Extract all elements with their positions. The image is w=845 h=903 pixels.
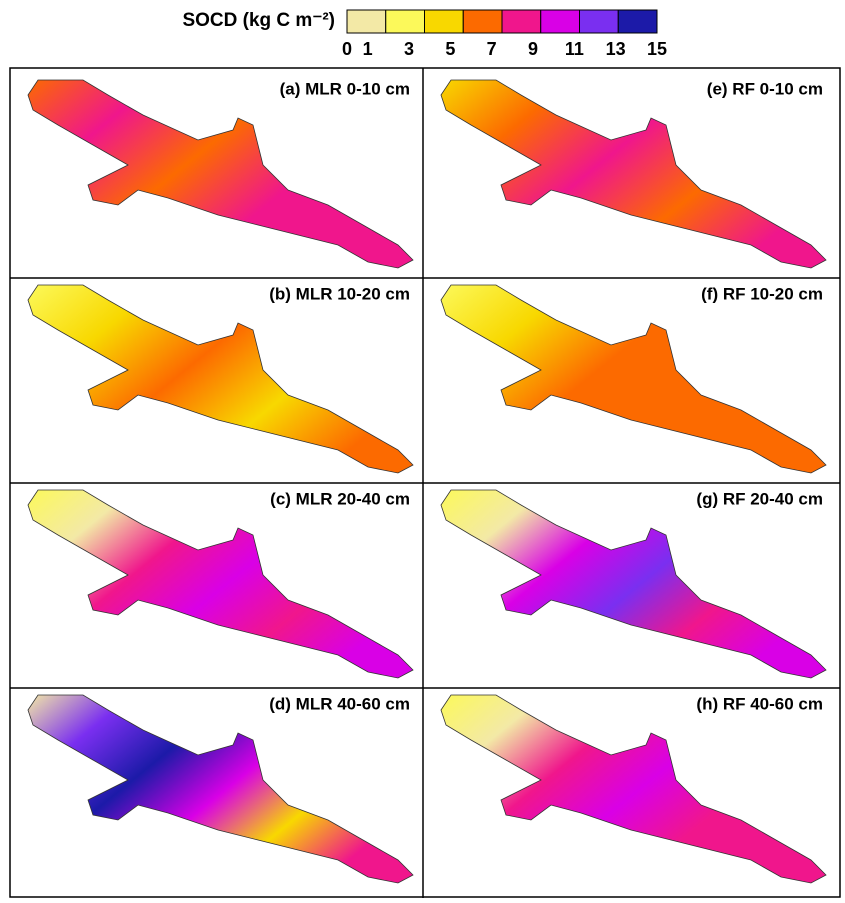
panel-label: (e) RF 0-10 cm xyxy=(707,79,823,98)
basin-map xyxy=(27,284,414,474)
colorbar-tick-label: 3 xyxy=(404,39,414,59)
colorbar-segment xyxy=(501,9,542,34)
colorbar-tick-label: 9 xyxy=(528,39,538,59)
map-panel: (a) MLR 0-10 cm xyxy=(27,79,414,269)
basin-map xyxy=(440,284,827,474)
map-panel: (h) RF 40-60 cm xyxy=(440,694,827,884)
colorbar-tick-label: 13 xyxy=(606,39,626,59)
colorbar-segment xyxy=(540,9,580,34)
colorbar-segment xyxy=(579,9,619,34)
basin-map xyxy=(27,489,414,679)
map-panel: (d) MLR 40-60 cm xyxy=(27,694,414,884)
panel-label: (f) RF 10-20 cm xyxy=(701,284,823,303)
colorbar-segment xyxy=(617,9,658,34)
panel-label: (b) MLR 10-20 cm xyxy=(269,284,410,303)
basin-map xyxy=(440,79,827,269)
panel-label: (d) MLR 40-60 cm xyxy=(269,694,410,713)
colorbar-tick-label: 11 xyxy=(565,39,584,59)
legend-title: SOCD (kg C m⁻²) xyxy=(182,10,335,31)
basin-map xyxy=(27,79,414,269)
colorbar-tick-label: 5 xyxy=(445,39,455,59)
panel-label: (a) MLR 0-10 cm xyxy=(280,79,410,98)
map-panel: (c) MLR 20-40 cm xyxy=(27,489,414,679)
panel-label: (h) RF 40-60 cm xyxy=(696,694,823,713)
colorbar-segment xyxy=(385,9,425,34)
map-panel: (f) RF 10-20 cm xyxy=(440,284,827,474)
basin-map xyxy=(440,694,827,884)
colorbar-segment xyxy=(346,9,387,34)
map-panel: (e) RF 0-10 cm xyxy=(440,79,827,269)
colorbar-segment xyxy=(424,9,464,34)
colorbar-tick-label: 1 xyxy=(363,39,373,59)
panel-label: (g) RF 20-40 cm xyxy=(696,489,823,508)
map-panel: (b) MLR 10-20 cm xyxy=(27,284,414,474)
colorbar-tick-label: 0 xyxy=(342,39,352,59)
map-panel: (g) RF 20-40 cm xyxy=(440,489,827,679)
panel-label: (c) MLR 20-40 cm xyxy=(270,489,410,508)
basin-map xyxy=(440,489,827,679)
basin-map xyxy=(27,694,414,884)
colorbar-tick-label: 7 xyxy=(487,39,497,59)
colorbar-segment xyxy=(462,9,503,34)
colorbar-tick-label: 15 xyxy=(647,39,667,59)
